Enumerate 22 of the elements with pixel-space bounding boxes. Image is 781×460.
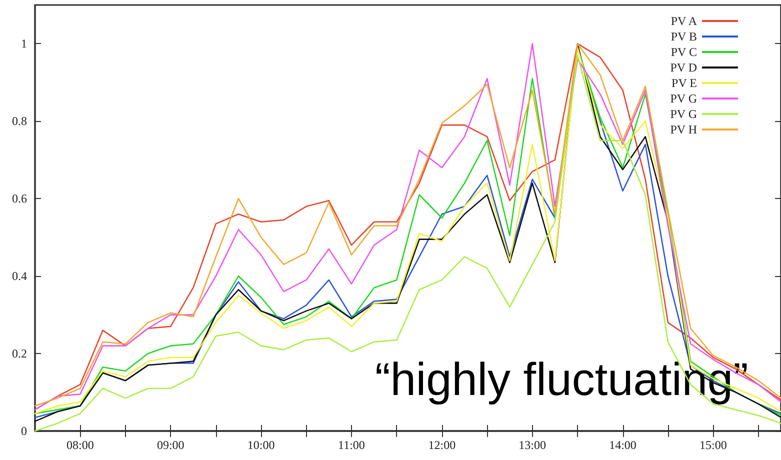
- x-tick-label: 14:00: [609, 438, 636, 452]
- legend-label: PV H: [670, 122, 698, 136]
- legend-label: PV G: [670, 107, 698, 121]
- y-tick-label: 1: [21, 36, 27, 51]
- legend-label: PV G: [670, 92, 698, 106]
- x-tick-label: 15:00: [700, 438, 727, 452]
- y-tick-label: 0.2: [12, 346, 27, 361]
- x-tick-label: 09:00: [156, 438, 184, 452]
- legend-label: PV E: [672, 76, 697, 90]
- y-tick-label: 0.8: [12, 114, 27, 128]
- y-tick-label: 0: [21, 424, 27, 438]
- x-tick-label: 11:00: [338, 438, 365, 452]
- legend-label: PV B: [670, 30, 697, 44]
- y-tick-label: 0.6: [12, 192, 27, 206]
- legend-label: PV D: [670, 60, 698, 74]
- y-tick-label: 0.4: [12, 269, 27, 284]
- x-tick-label: 13:00: [518, 438, 546, 452]
- x-tick-label: 08:00: [66, 438, 94, 452]
- x-tick-label: 12:00: [428, 438, 456, 452]
- legend-label: PV A: [670, 14, 698, 28]
- x-tick-label: 10:00: [247, 438, 275, 452]
- legend-label: PV C: [670, 45, 697, 59]
